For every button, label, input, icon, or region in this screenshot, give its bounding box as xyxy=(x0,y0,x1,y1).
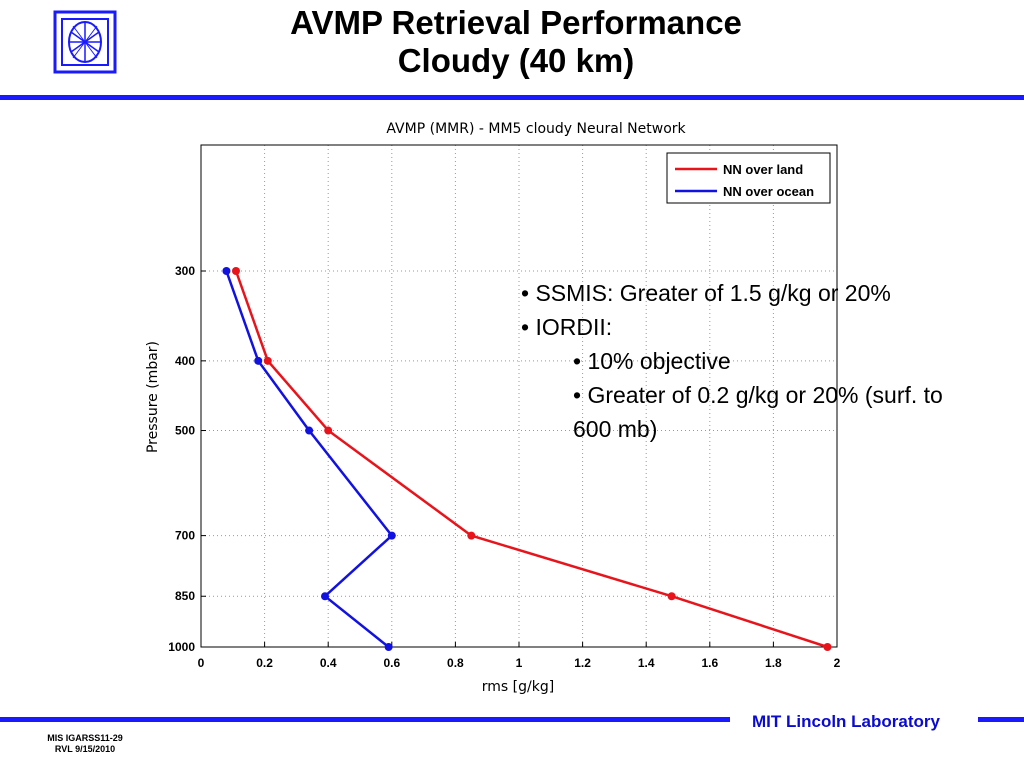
chart-legend: NN over land NN over ocean xyxy=(666,152,831,204)
y-axis: 300 400 500 700 850 1000 xyxy=(168,264,206,654)
bullet-ssmis: • SSMIS: Greater of 1.5 g/kg or 20% xyxy=(521,280,891,306)
data-point xyxy=(387,531,396,540)
slide-title-line2: Cloudy (40 km) xyxy=(397,42,635,79)
footer-reference: MIS IGARSS11-29 RVL 9/15/2010 xyxy=(20,733,150,755)
x-tick-label: 2 xyxy=(834,656,841,670)
footer-ref-line1: MIS IGARSS11-29 xyxy=(47,733,123,743)
chart-series xyxy=(222,267,832,651)
data-point xyxy=(263,356,272,365)
chart-title: AVMP (MMR) - MM5 cloudy Neural Network xyxy=(386,121,686,137)
data-point xyxy=(823,643,832,651)
x-tick-label: 1.6 xyxy=(701,656,718,670)
x-axis: 0 0.2 0.4 0.6 0.8 1 1.2 1.4 1.6 1.8 2 xyxy=(198,642,841,670)
x-tick-label: 0.6 xyxy=(383,656,400,670)
bullet-threshold: • Greater of 0.2 g/kg or 20% (surf. to 6… xyxy=(573,382,943,442)
data-point xyxy=(222,267,231,275)
series-line-ocean xyxy=(225,270,394,648)
series-line-land xyxy=(234,270,828,649)
bullet-iordii: • IORDII: xyxy=(521,314,613,340)
data-point xyxy=(321,592,330,601)
data-point xyxy=(384,643,393,651)
footer-divider-right xyxy=(978,717,1024,722)
data-point xyxy=(324,426,333,435)
y-tick-label: 1000 xyxy=(168,640,195,654)
legend-box xyxy=(666,152,831,204)
footer-ref-line2: RVL 9/15/2010 xyxy=(54,744,116,754)
mit-ll-logo xyxy=(53,10,117,74)
x-tick-label: 1.2 xyxy=(574,656,591,670)
bullet-objective: • 10% objective xyxy=(573,348,731,374)
x-tick-label: 1.4 xyxy=(638,656,655,670)
legend-label: NN over ocean xyxy=(723,184,814,199)
y-axis-label: Pressure (mbar) xyxy=(145,341,161,453)
x-tick-label: 0.2 xyxy=(256,656,273,670)
x-axis-label: rms [g/kg] xyxy=(482,679,554,695)
x-tick-label: 0.4 xyxy=(320,656,337,670)
x-tick-label: 0 xyxy=(198,656,205,670)
footer-brand: MIT Lincoln Laboratory xyxy=(752,712,940,731)
x-tick-label: 1 xyxy=(516,656,523,670)
y-tick-label: 700 xyxy=(175,529,195,543)
x-tick-label: 0.8 xyxy=(447,656,464,670)
notes-list: • SSMIS: Greater of 1.5 g/kg or 20% • IO… xyxy=(521,276,961,446)
slide-title: AVMP Retrieval Performance Cloudy (40 km… xyxy=(200,4,832,80)
data-point xyxy=(667,592,676,601)
data-point xyxy=(305,426,314,435)
header-divider xyxy=(0,95,1024,100)
y-tick-label: 400 xyxy=(175,354,195,368)
data-point xyxy=(467,531,476,540)
y-tick-label: 850 xyxy=(175,589,195,603)
legend-label: NN over land xyxy=(723,162,803,177)
slide-title-line1: AVMP Retrieval Performance xyxy=(290,4,742,41)
data-point xyxy=(254,356,263,365)
data-point xyxy=(231,267,240,275)
x-tick-label: 1.8 xyxy=(765,656,782,670)
y-tick-label: 500 xyxy=(175,424,195,438)
y-tick-label: 300 xyxy=(175,264,195,278)
footer-divider-left xyxy=(0,717,730,722)
